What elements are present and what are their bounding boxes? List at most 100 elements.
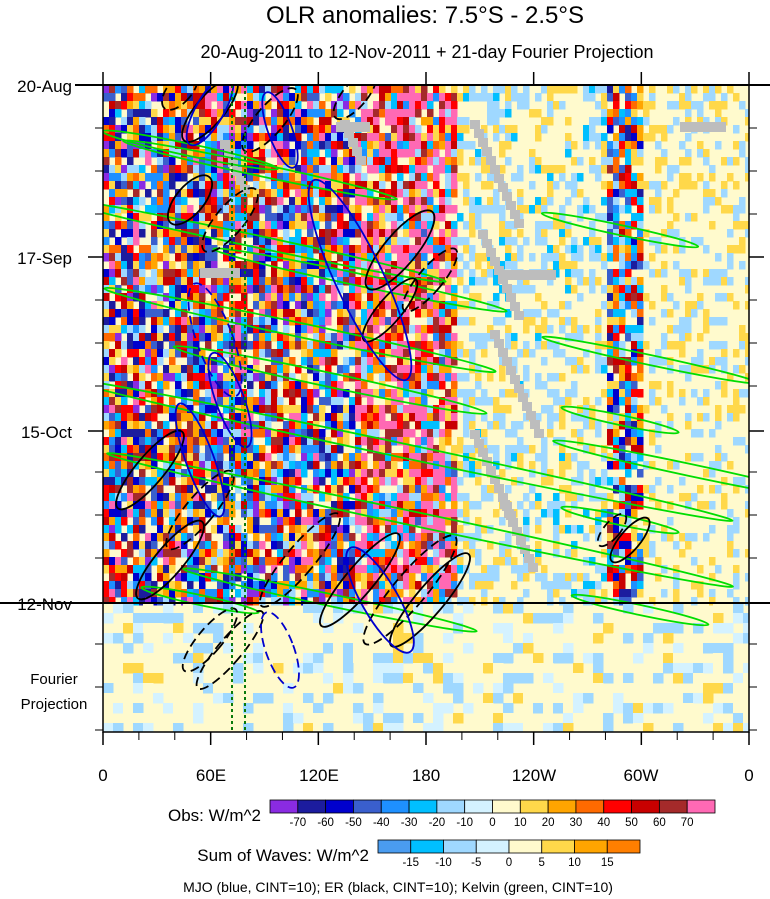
heatmap-cell — [463, 421, 470, 430]
heatmap-cell — [133, 437, 140, 446]
heatmap-cell — [739, 333, 746, 342]
heatmap-cell — [139, 413, 146, 422]
heatmap-cell — [475, 381, 482, 390]
heatmap-cell — [421, 173, 428, 182]
heatmap-cell — [253, 165, 260, 174]
heatmap-cell — [535, 93, 542, 102]
heatmap-cell — [607, 149, 614, 158]
heatmap-cell — [427, 573, 434, 582]
heatmap-cell — [703, 277, 710, 286]
heatmap-cell — [157, 93, 164, 102]
heatmap-cell — [385, 477, 392, 486]
heatmap-cell — [181, 93, 188, 102]
heatmap-cell — [205, 261, 212, 270]
heatmap-cell — [445, 389, 452, 398]
heatmap-cell — [637, 309, 644, 318]
heatmap-cell — [271, 429, 278, 438]
heatmap-cell — [625, 269, 632, 278]
heatmap-cell — [613, 101, 620, 110]
heatmap-cell — [691, 181, 698, 190]
heatmap-cell — [715, 141, 722, 150]
heatmap-cell — [409, 93, 416, 102]
heatmap-cell — [547, 221, 554, 230]
heatmap-cell — [517, 285, 524, 294]
heatmap-cell — [349, 317, 356, 326]
heatmap-cell — [253, 581, 260, 590]
heatmap-cell — [199, 277, 206, 286]
heatmap-cell — [697, 237, 704, 246]
heatmap-cell — [223, 429, 230, 438]
heatmap-cell — [559, 229, 566, 238]
heatmap-cell — [577, 357, 584, 366]
heatmap-cell — [193, 477, 200, 486]
heatmap-cell — [409, 253, 416, 262]
heatmap-cell — [451, 293, 458, 302]
heatmap-cell — [565, 269, 572, 278]
heatmap-cell — [367, 245, 374, 254]
heatmap-cell — [295, 477, 302, 486]
heatmap-cell — [619, 517, 626, 526]
heatmap-cell — [577, 429, 584, 438]
heatmap-cell — [427, 205, 434, 214]
heatmap-cell — [247, 261, 254, 270]
heatmap-cell — [247, 125, 254, 134]
heatmap-cell — [109, 173, 116, 182]
heatmap-cell — [463, 397, 470, 406]
heatmap-cell — [415, 133, 422, 142]
heatmap-cell — [721, 357, 728, 366]
heatmap-cell — [451, 509, 458, 518]
heatmap-cell — [397, 565, 404, 574]
heatmap-cell — [277, 429, 284, 438]
heatmap-cell — [133, 557, 140, 566]
heatmap-cell — [613, 181, 620, 190]
heatmap-cell — [661, 133, 668, 142]
heatmap-cell — [451, 453, 458, 462]
heatmap-cell — [247, 221, 254, 230]
heatmap-cell — [337, 197, 344, 206]
heatmap-cell — [277, 189, 284, 198]
heatmap-cell — [409, 381, 416, 390]
heatmap-cell — [433, 253, 440, 262]
projection-cell — [173, 623, 184, 634]
heatmap-cell — [163, 573, 170, 582]
heatmap-cell — [583, 461, 590, 470]
heatmap-cell — [127, 445, 134, 454]
projection-cell — [403, 603, 414, 614]
heatmap-cell — [565, 197, 572, 206]
heatmap-cell — [247, 205, 254, 214]
heatmap-cell — [445, 565, 452, 574]
heatmap-cell — [433, 189, 440, 198]
heatmap-cell — [421, 205, 428, 214]
heatmap-cell — [139, 357, 146, 366]
heatmap-cell — [733, 365, 740, 374]
heatmap-cell — [433, 413, 440, 422]
heatmap-cell — [349, 277, 356, 286]
heatmap-cell — [469, 421, 476, 430]
heatmap-cell — [481, 565, 488, 574]
heatmap-cell — [121, 469, 128, 478]
heatmap-cell — [733, 517, 740, 526]
projection-cell — [643, 603, 654, 614]
heatmap-cell — [181, 317, 188, 326]
heatmap-cell — [463, 469, 470, 478]
heatmap-cell — [505, 429, 512, 438]
heatmap-cell — [217, 133, 224, 142]
heatmap-cell — [319, 109, 326, 118]
heatmap-cell — [619, 277, 626, 286]
heatmap-cell — [373, 301, 380, 310]
heatmap-cell — [121, 165, 128, 174]
heatmap-cell — [433, 93, 440, 102]
heatmap-cell — [547, 389, 554, 398]
heatmap-cell — [151, 253, 158, 262]
heatmap-cell — [193, 341, 200, 350]
heatmap-cell — [139, 501, 146, 510]
heatmap-cell — [367, 373, 374, 382]
heatmap-cell — [277, 293, 284, 302]
heatmap-cell — [217, 461, 224, 470]
heatmap-cell — [625, 237, 632, 246]
heatmap-cell — [613, 165, 620, 174]
projection-cell — [713, 623, 724, 634]
heatmap-cell — [439, 533, 446, 542]
heatmap-cell — [673, 573, 680, 582]
heatmap-cell — [307, 341, 314, 350]
